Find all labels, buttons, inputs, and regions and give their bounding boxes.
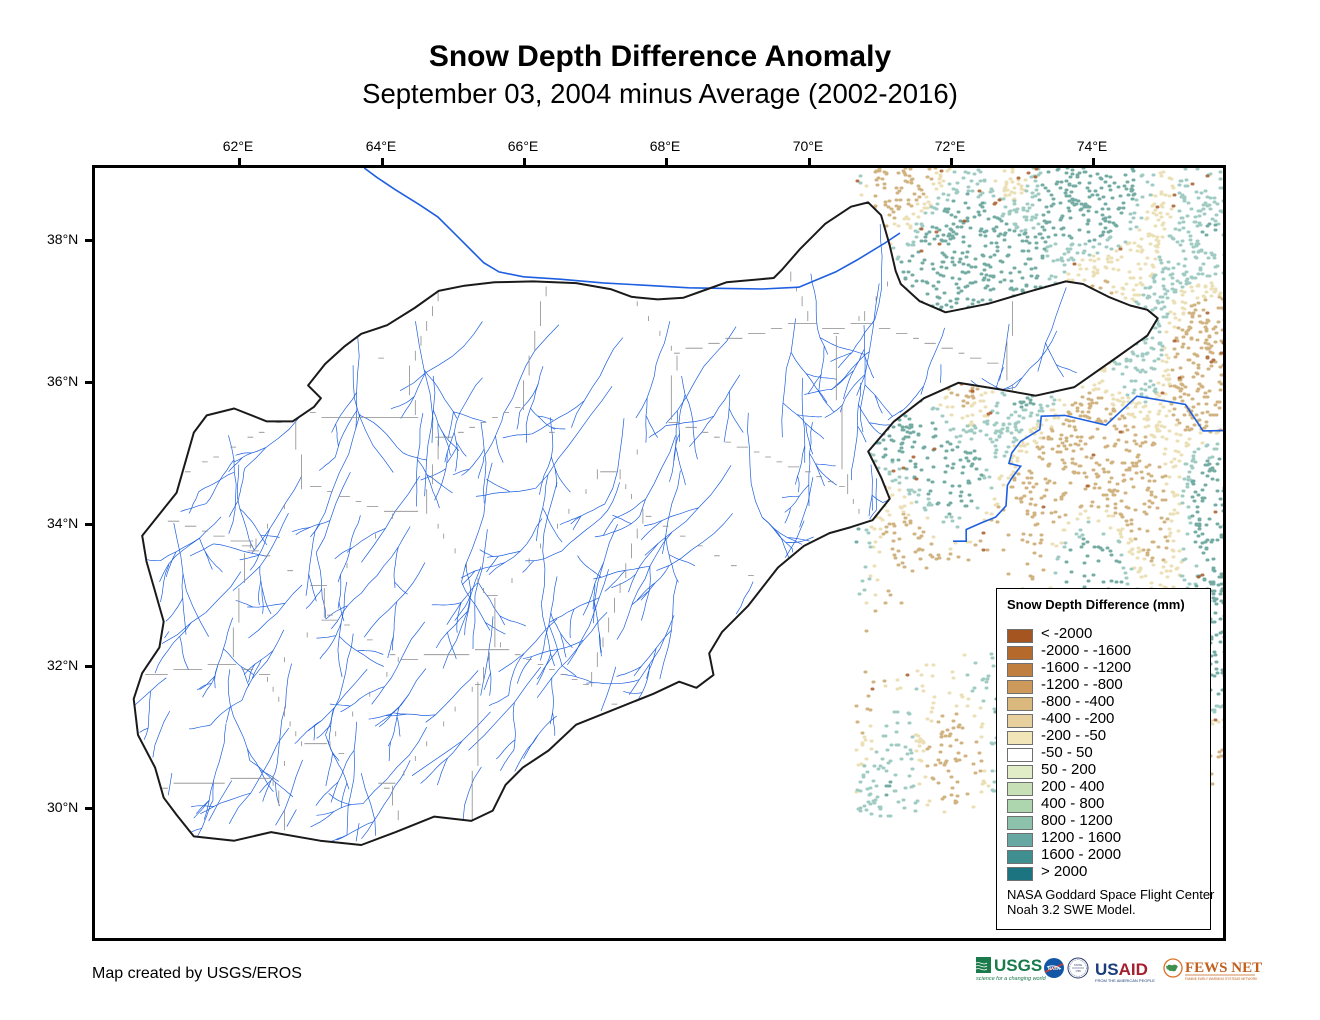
svg-text:USGS: USGS	[994, 956, 1042, 975]
svg-text:1789: 1789	[1075, 970, 1081, 973]
svg-text:science for a changing world: science for a changing world	[976, 976, 1047, 982]
svg-text:USAID: USAID	[1095, 960, 1148, 979]
svg-text:FROM THE AMERICAN PEOPLE: FROM THE AMERICAN PEOPLE	[1095, 978, 1155, 983]
svg-text:FAMINE EARLY WARNING SYSTEMS N: FAMINE EARLY WARNING SYSTEMS NETWORK	[1185, 977, 1258, 981]
svg-text:STATE: STATE	[1074, 963, 1082, 967]
svg-text:NASA: NASA	[1048, 966, 1060, 971]
svg-text:FEWS NET: FEWS NET	[1185, 960, 1262, 976]
